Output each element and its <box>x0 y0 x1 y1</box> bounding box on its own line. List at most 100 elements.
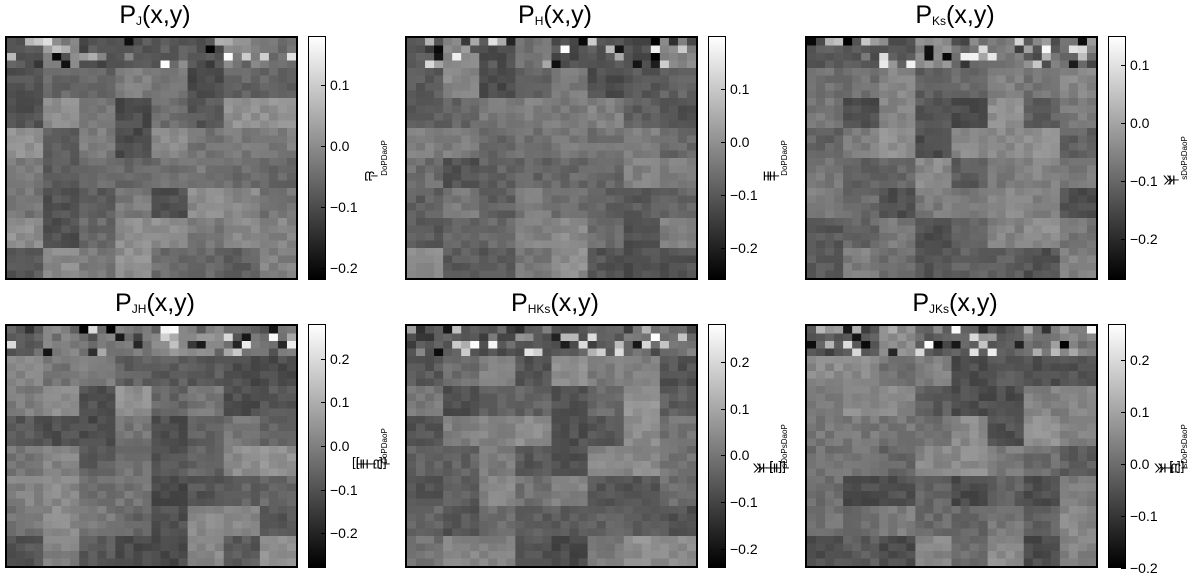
map-pixel <box>668 461 679 469</box>
map-pixel <box>187 188 198 196</box>
map-pixel <box>1050 135 1061 144</box>
map-pixel <box>425 453 435 462</box>
map-pixel <box>43 461 53 469</box>
map-pixel <box>133 203 143 211</box>
map-pixel <box>223 401 234 409</box>
map-pixel <box>52 180 62 189</box>
map-pixel <box>106 143 116 151</box>
map-pixel <box>1059 195 1070 204</box>
colorbar <box>1108 36 1126 280</box>
map-pixel <box>79 386 89 394</box>
map-pixel <box>605 113 616 121</box>
map-pixel <box>1068 248 1079 256</box>
map-pixel <box>88 506 98 514</box>
map-pixel <box>223 135 234 144</box>
map-pixel <box>843 83 853 91</box>
map-pixel <box>542 188 552 196</box>
map-pixel <box>259 333 270 342</box>
map-pixel <box>996 173 1007 181</box>
map-pixel <box>560 143 570 151</box>
map-pixel <box>61 90 71 99</box>
map-pixel <box>533 75 543 84</box>
map-pixel <box>924 38 934 46</box>
map-pixel <box>52 423 62 432</box>
map-pixel <box>569 120 579 129</box>
map-pixel <box>542 476 552 484</box>
map-pixel <box>996 270 1007 278</box>
map-pixel <box>1014 248 1025 256</box>
map-pixel <box>443 225 453 234</box>
map-pixel <box>443 218 453 226</box>
map-pixel <box>106 461 116 469</box>
map-pixel <box>34 461 44 469</box>
map-pixel <box>470 468 480 477</box>
map-pixel <box>52 45 62 54</box>
map-pixel <box>7 165 17 174</box>
map-pixel <box>1077 248 1088 256</box>
map-pixel <box>560 461 570 469</box>
map-pixel <box>641 90 652 99</box>
map-pixel <box>1050 120 1061 129</box>
map-pixel <box>277 356 288 364</box>
map-pixel <box>497 378 507 387</box>
map-pixel <box>187 240 198 249</box>
map-pixel <box>416 468 426 477</box>
map-pixel <box>286 446 296 454</box>
map-pixel <box>259 446 270 454</box>
map-pixel <box>187 105 198 114</box>
map-pixel <box>250 528 261 537</box>
map-pixel <box>1041 90 1052 99</box>
map-pixel <box>443 461 453 469</box>
map-pixel <box>187 393 198 402</box>
map-pixel <box>223 431 234 439</box>
map-pixel <box>668 476 679 484</box>
map-pixel <box>960 68 970 76</box>
map-pixel <box>106 446 116 454</box>
map-pixel <box>650 240 661 249</box>
map-pixel <box>250 225 261 234</box>
map-pixel <box>443 491 453 499</box>
map-pixel <box>268 143 279 151</box>
map-pixel <box>533 68 543 76</box>
map-pixel <box>97 453 107 462</box>
map-pixel <box>232 38 243 46</box>
map-pixel <box>205 483 216 492</box>
map-pixel <box>1086 75 1096 84</box>
map-pixel <box>870 105 880 114</box>
map-pixel <box>142 173 152 181</box>
map-pixel <box>16 468 26 477</box>
map-pixel <box>286 143 296 151</box>
map-pixel <box>70 326 80 334</box>
map-pixel <box>25 38 35 46</box>
map-pixel <box>1086 105 1096 114</box>
map-pixel <box>115 528 125 537</box>
map-pixel <box>596 453 607 462</box>
map-pixel <box>470 461 480 469</box>
map-pixel <box>1059 188 1070 196</box>
map-pixel <box>524 416 534 424</box>
map-pixel <box>160 75 170 84</box>
map-pixel <box>124 476 134 484</box>
map-pixel <box>515 491 525 499</box>
map-pixel <box>169 416 179 424</box>
map-pixel <box>942 105 952 114</box>
map-pixel <box>407 326 417 334</box>
map-pixel <box>1005 225 1016 234</box>
map-pixel <box>879 270 889 278</box>
map-pixel <box>1032 180 1043 189</box>
map-pixel <box>686 203 696 211</box>
map-pixel <box>52 408 62 417</box>
map-pixel <box>587 75 598 84</box>
map-pixel <box>160 180 170 189</box>
map-pixel <box>587 431 598 439</box>
map-pixel <box>169 203 179 211</box>
map-pixel <box>241 461 252 469</box>
map-pixel <box>214 476 225 484</box>
map-pixel <box>641 38 652 46</box>
map-pixel <box>614 98 625 106</box>
map-pixel <box>533 60 543 69</box>
map-pixel <box>452 461 462 469</box>
map-pixel <box>88 491 98 499</box>
map-pixel <box>250 401 261 409</box>
map-pixel <box>88 438 98 447</box>
